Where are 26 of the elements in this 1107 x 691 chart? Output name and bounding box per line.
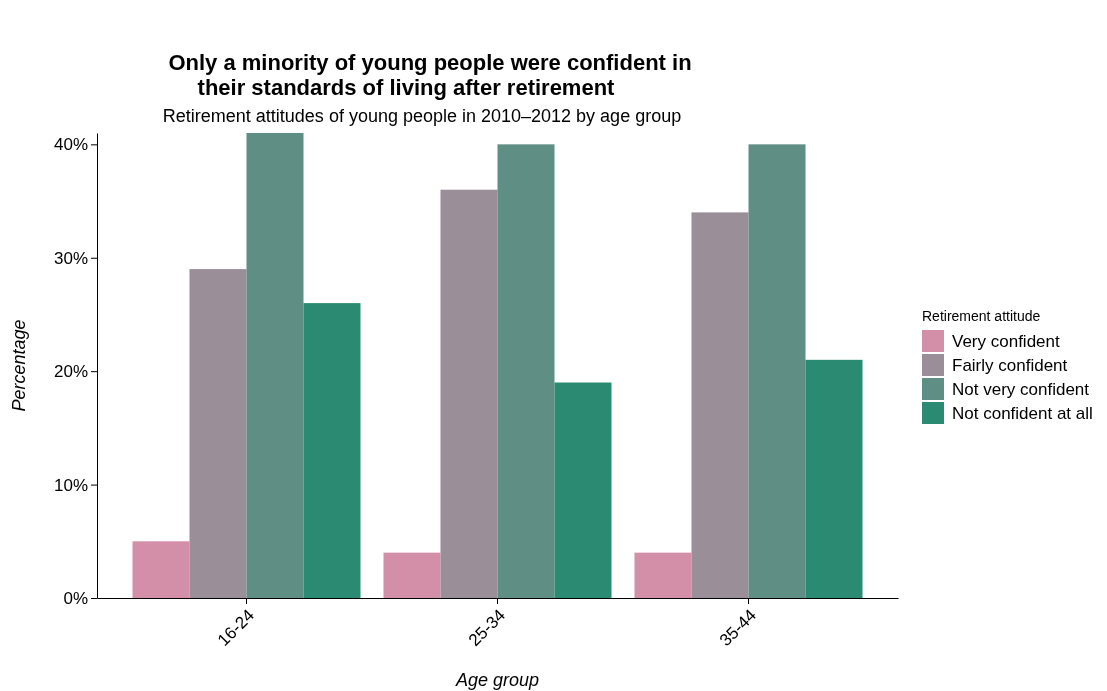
bar (748, 144, 806, 598)
bar (246, 133, 304, 598)
bar (189, 269, 247, 598)
bar (383, 552, 441, 598)
legend-label: Very confident (952, 332, 1061, 351)
bar (554, 382, 612, 598)
bar (805, 359, 863, 598)
y-tick-label: 0% (63, 588, 88, 608)
legend-label: Not very confident (952, 380, 1090, 399)
y-tick-label: 40% (53, 135, 88, 155)
bar (303, 303, 361, 598)
y-tick-label: 10% (53, 475, 88, 495)
x-axis-title: Age group (454, 670, 540, 690)
bar (132, 541, 190, 598)
chart-subtitle: Retirement attitudes of young people in 2010–2012 by age group (162, 106, 682, 126)
y-tick-label: 20% (53, 362, 88, 382)
bar (691, 212, 749, 598)
legend-label: Fairly confident (952, 356, 1068, 375)
bar (440, 189, 498, 598)
legend-label: Not confident at all (952, 404, 1093, 423)
chart-title: Only a minority of young people were confident in their standards of living after retirement (168, 50, 692, 100)
bar (634, 552, 692, 598)
y-axis-title: Percentage (9, 319, 29, 412)
bar (497, 144, 555, 598)
y-tick-label: 30% (53, 248, 88, 268)
legend-title: Retirement attitude (922, 308, 1041, 324)
